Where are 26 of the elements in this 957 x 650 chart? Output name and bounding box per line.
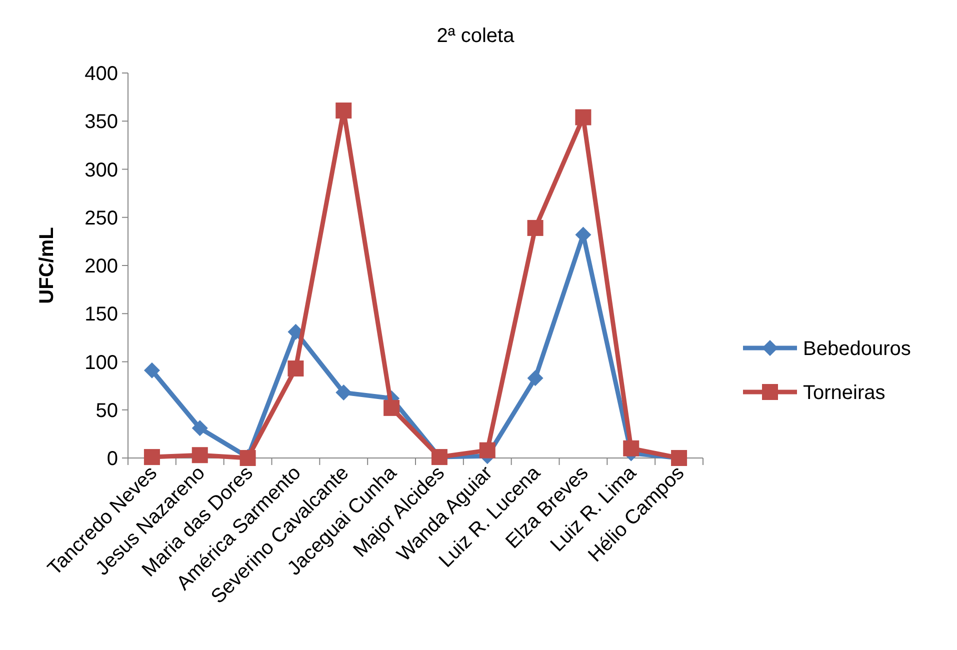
y-tick-label: 400: [84, 63, 118, 85]
chart-title: 2ª coleta: [436, 25, 516, 47]
point: [527, 220, 544, 236]
point: [144, 449, 160, 466]
legend-label: Bebedouros: [803, 338, 911, 360]
point: [192, 420, 208, 436]
point: [384, 400, 400, 416]
y-axis-title: UFC/mL: [36, 227, 58, 304]
point: [192, 447, 208, 464]
y-tick-label: 50: [96, 400, 118, 422]
point: [575, 109, 592, 126]
y-tick-label: 300: [84, 159, 118, 182]
y-tick-label: 0: [106, 448, 118, 470]
point: [144, 362, 160, 378]
point: [288, 360, 304, 376]
y-tick-label: 250: [84, 207, 118, 230]
legend-label: Torneiras: [803, 382, 886, 404]
y-tick-label: 200: [84, 256, 118, 278]
point: [527, 370, 544, 386]
point: [623, 440, 640, 456]
point: [336, 384, 352, 401]
point: [479, 442, 496, 458]
y-tick-label: 100: [84, 352, 118, 374]
y-tick-label: 350: [84, 111, 118, 134]
y-tick-label: 150: [84, 304, 118, 326]
point: [336, 102, 352, 119]
